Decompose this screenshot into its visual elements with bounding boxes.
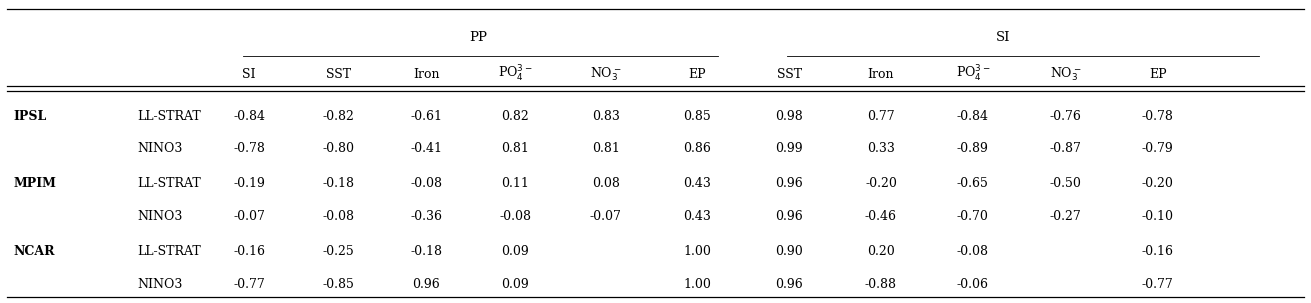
Text: 0.81: 0.81 — [501, 142, 530, 155]
Text: 0.85: 0.85 — [683, 110, 712, 123]
Text: -0.08: -0.08 — [323, 210, 354, 223]
Text: 0.09: 0.09 — [501, 278, 530, 291]
Text: Iron: Iron — [868, 68, 894, 81]
Text: -0.41: -0.41 — [410, 142, 442, 155]
Text: -0.07: -0.07 — [233, 210, 265, 223]
Text: -0.25: -0.25 — [323, 245, 354, 258]
Text: 0.08: 0.08 — [591, 177, 620, 190]
Text: -0.82: -0.82 — [323, 110, 354, 123]
Text: 0.83: 0.83 — [591, 110, 620, 123]
Text: 0.43: 0.43 — [683, 177, 712, 190]
Text: -0.85: -0.85 — [323, 278, 354, 291]
Text: PP: PP — [469, 32, 488, 44]
Text: 0.33: 0.33 — [867, 142, 895, 155]
Text: -0.76: -0.76 — [1050, 110, 1082, 123]
Text: 0.11: 0.11 — [501, 177, 530, 190]
Text: SST: SST — [776, 68, 802, 81]
Text: -0.20: -0.20 — [1142, 177, 1173, 190]
Text: 1.00: 1.00 — [683, 245, 712, 258]
Text: -0.78: -0.78 — [1142, 110, 1173, 123]
Text: 0.81: 0.81 — [591, 142, 620, 155]
Text: Iron: Iron — [413, 68, 439, 81]
Text: -0.18: -0.18 — [410, 245, 442, 258]
Text: -0.36: -0.36 — [410, 210, 442, 223]
Text: -0.08: -0.08 — [410, 177, 442, 190]
Text: -0.07: -0.07 — [590, 210, 621, 223]
Text: NINO3: NINO3 — [138, 142, 184, 155]
Text: LL-STRAT: LL-STRAT — [138, 110, 202, 123]
Text: -0.16: -0.16 — [233, 245, 265, 258]
Text: -0.84: -0.84 — [957, 110, 988, 123]
Text: 0.43: 0.43 — [683, 210, 712, 223]
Text: 0.96: 0.96 — [775, 210, 804, 223]
Text: PO$_4^{3-}$: PO$_4^{3-}$ — [498, 64, 532, 84]
Text: -0.50: -0.50 — [1050, 177, 1082, 190]
Text: IPSL: IPSL — [13, 110, 46, 123]
Text: 0.77: 0.77 — [867, 110, 895, 123]
Text: -0.46: -0.46 — [865, 210, 897, 223]
Text: NINO3: NINO3 — [138, 210, 184, 223]
Text: 1.00: 1.00 — [683, 278, 712, 291]
Text: 0.90: 0.90 — [775, 245, 804, 258]
Text: NO$_3^-$: NO$_3^-$ — [1050, 65, 1082, 83]
Text: -0.79: -0.79 — [1142, 142, 1173, 155]
Text: -0.18: -0.18 — [323, 177, 354, 190]
Text: -0.61: -0.61 — [410, 110, 442, 123]
Text: 0.99: 0.99 — [775, 142, 804, 155]
Text: 0.98: 0.98 — [775, 110, 804, 123]
Text: -0.88: -0.88 — [865, 278, 897, 291]
Text: 0.82: 0.82 — [501, 110, 530, 123]
Text: -0.78: -0.78 — [233, 142, 265, 155]
Text: EP: EP — [688, 68, 707, 81]
Text: -0.27: -0.27 — [1050, 210, 1082, 223]
Text: SST: SST — [325, 68, 351, 81]
Text: PO$_4^{3-}$: PO$_4^{3-}$ — [956, 64, 990, 84]
Text: -0.80: -0.80 — [323, 142, 354, 155]
Text: -0.10: -0.10 — [1142, 210, 1173, 223]
Text: -0.19: -0.19 — [233, 177, 265, 190]
Text: -0.87: -0.87 — [1050, 142, 1082, 155]
Text: -0.08: -0.08 — [957, 245, 988, 258]
Text: EP: EP — [1148, 68, 1167, 81]
Text: LL-STRAT: LL-STRAT — [138, 245, 202, 258]
Text: SI: SI — [243, 68, 256, 81]
Text: -0.65: -0.65 — [957, 177, 988, 190]
Text: -0.08: -0.08 — [499, 210, 531, 223]
Text: -0.77: -0.77 — [233, 278, 265, 291]
Text: 0.96: 0.96 — [775, 177, 804, 190]
Text: -0.84: -0.84 — [233, 110, 265, 123]
Text: -0.89: -0.89 — [957, 142, 988, 155]
Text: 0.96: 0.96 — [775, 278, 804, 291]
Text: -0.16: -0.16 — [1142, 245, 1173, 258]
Text: NINO3: NINO3 — [138, 278, 184, 291]
Text: NO$_3^-$: NO$_3^-$ — [590, 65, 621, 83]
Text: -0.06: -0.06 — [957, 278, 988, 291]
Text: 0.86: 0.86 — [683, 142, 712, 155]
Text: -0.77: -0.77 — [1142, 278, 1173, 291]
Text: 0.96: 0.96 — [412, 278, 440, 291]
Text: -0.20: -0.20 — [865, 177, 897, 190]
Text: 0.09: 0.09 — [501, 245, 530, 258]
Text: LL-STRAT: LL-STRAT — [138, 177, 202, 190]
Text: 0.20: 0.20 — [867, 245, 895, 258]
Text: -0.70: -0.70 — [957, 210, 988, 223]
Text: SI: SI — [995, 32, 1011, 44]
Text: MPIM: MPIM — [13, 177, 56, 190]
Text: NCAR: NCAR — [13, 245, 55, 258]
